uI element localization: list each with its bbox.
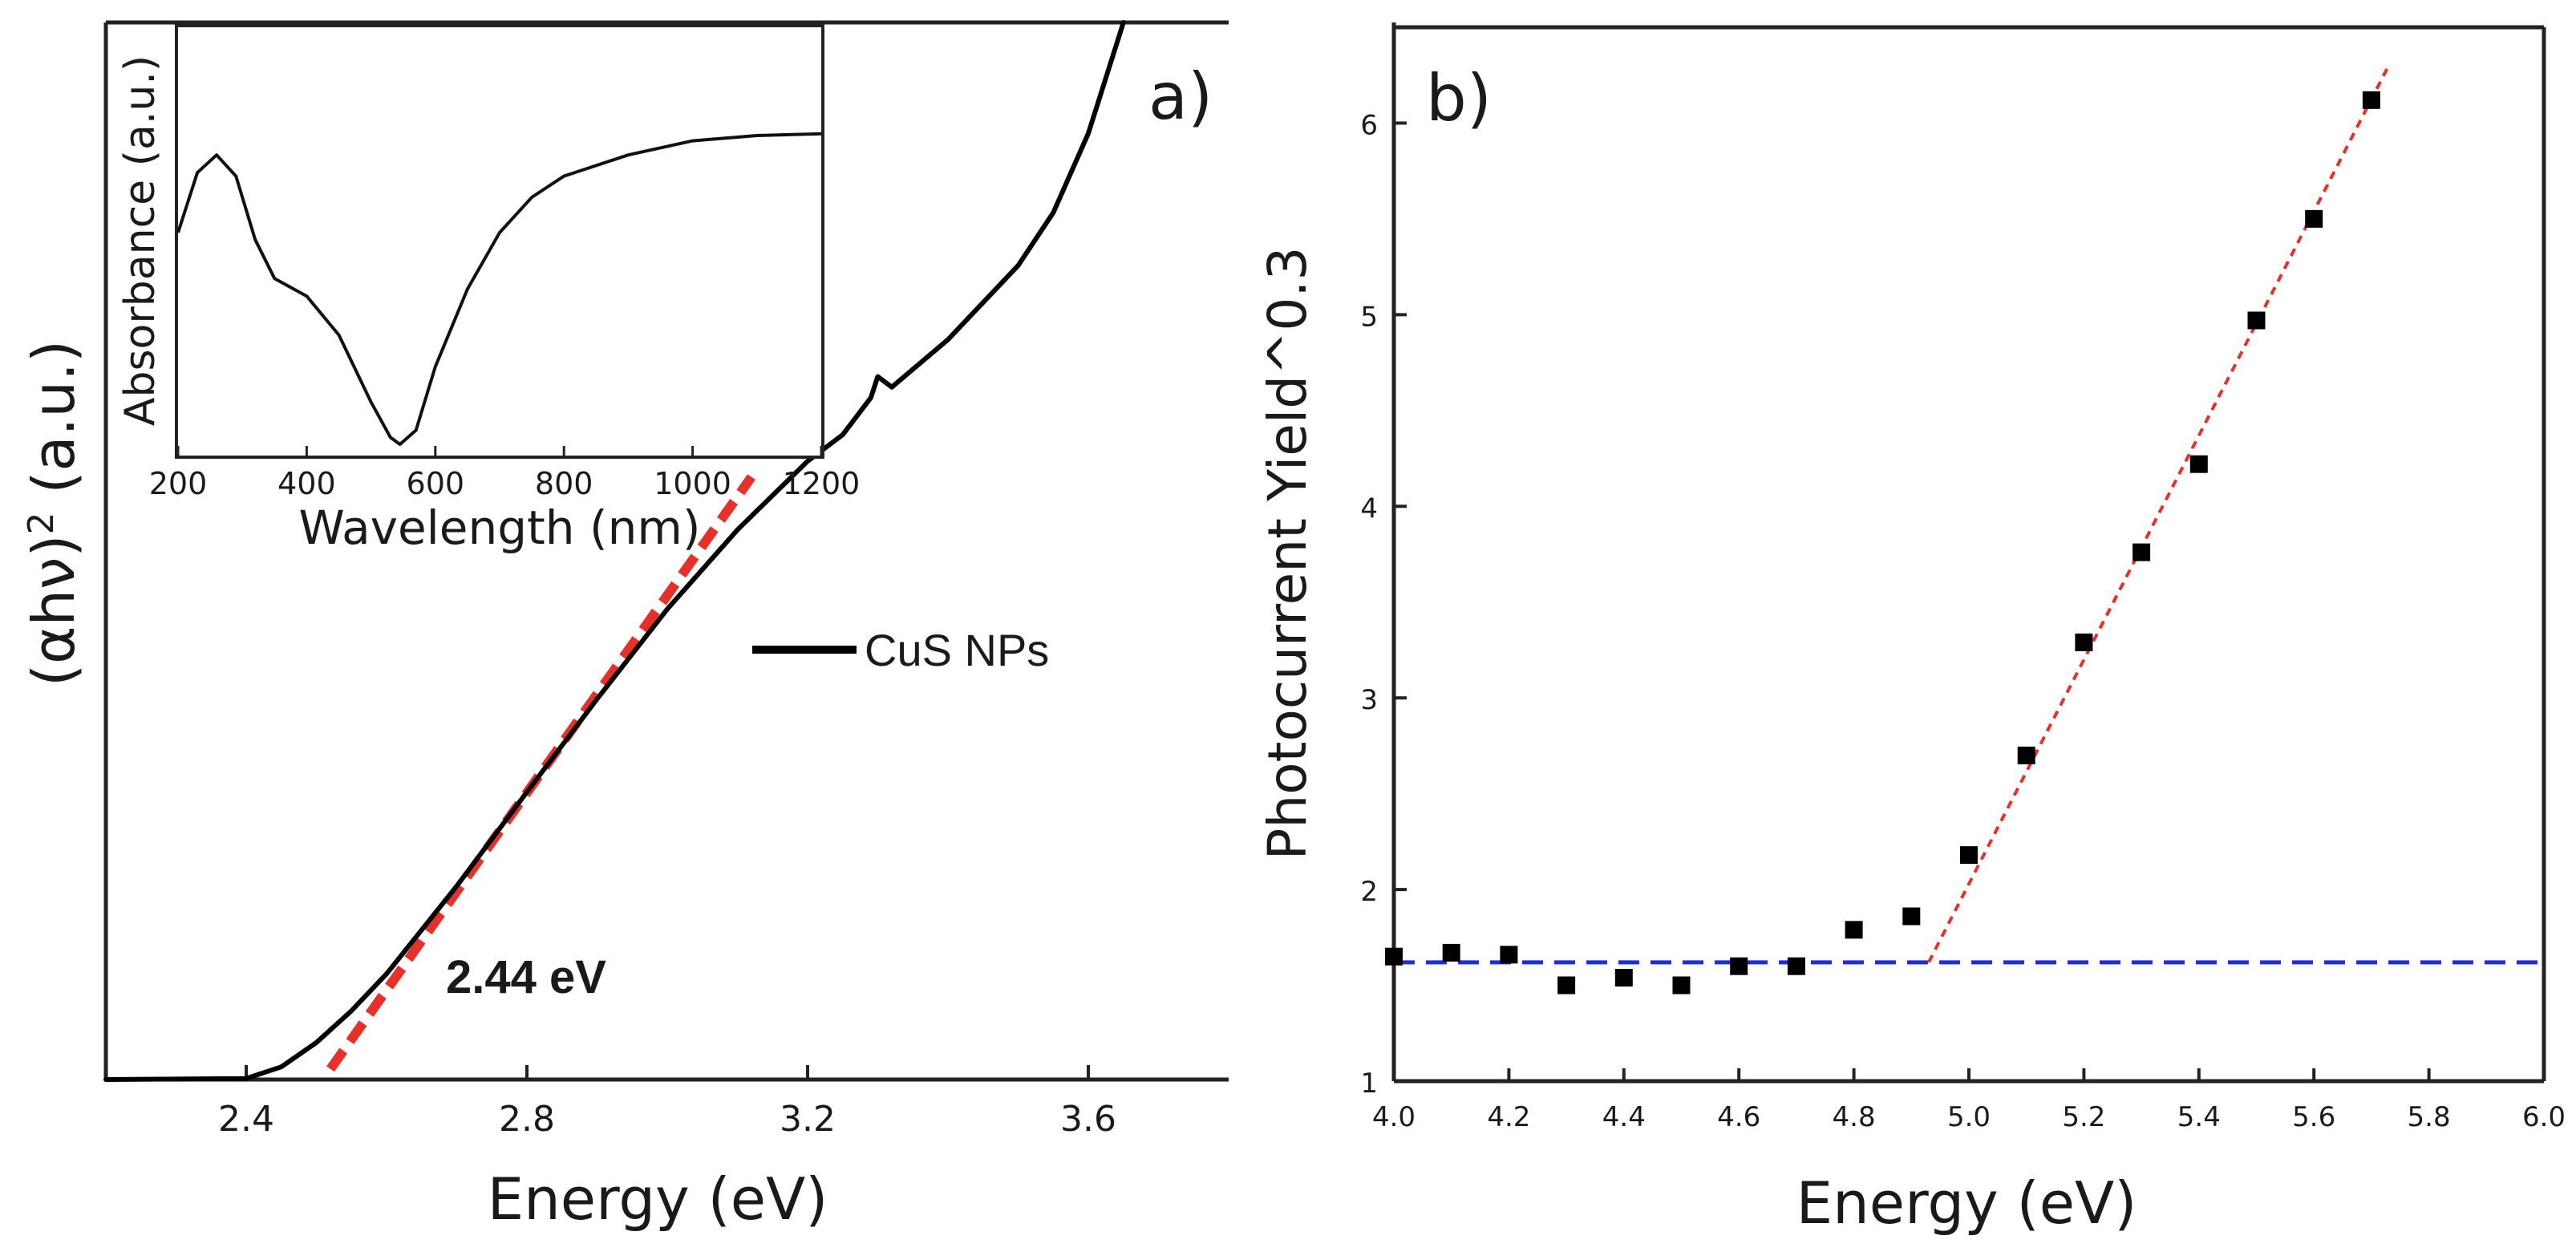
panel-b-y-axis-label: Photocurrent Yield^0.3 — [1257, 247, 1318, 861]
inset-x-tick-label: 400 — [277, 466, 336, 501]
inset-x-tick-label: 800 — [535, 466, 593, 501]
panel-b-x-tick-label: 5.4 — [2177, 1101, 2221, 1133]
panel-a-x-axis-label: Energy (eV) — [488, 1165, 828, 1233]
inset-x-tick-label: 1000 — [654, 466, 731, 501]
panel-b-y-tick-label: 5 — [1360, 301, 1378, 333]
panel-b-data-point — [2305, 209, 2323, 228]
panel-b-y-tick-label: 1 — [1360, 1068, 1378, 1100]
inset-x-tick-label: 200 — [149, 466, 208, 501]
panel-b-data-point — [1902, 907, 1921, 926]
inset-x-ticks: 200 400 600 800 1000 1200 — [149, 446, 861, 501]
panel-b-data-point — [1442, 943, 1460, 962]
bandgap-annotation: 2.44 eV — [446, 951, 606, 1003]
panel-b-x-tick-label: 4.4 — [1602, 1101, 1646, 1133]
panel-b-chart: 4.0 4.2 4.4 4.6 4.8 5.0 5.2 5.4 5.6 5.8 6.0123456 … — [1257, 22, 2566, 1237]
panel-b-data-point — [2132, 543, 2151, 561]
panel-b-x-tick-label: 5.6 — [2292, 1101, 2335, 1133]
panel-b-x-tick-label: 5.2 — [2062, 1101, 2105, 1133]
panel-b-label: b) — [1426, 61, 1492, 136]
panel-b-points — [1385, 91, 2380, 995]
legend-label-cus-nps: CuS NPs — [865, 625, 1049, 675]
panel-b-x-axis-label: Energy (eV) — [1796, 1169, 2137, 1237]
panel-b-data-point — [1787, 957, 1805, 975]
inset-series — [176, 132, 822, 446]
panel-b-data-point — [1845, 921, 1863, 939]
panel-b-x-tick-label: 4.0 — [1372, 1101, 1416, 1133]
panel-b-x-tick-label: 5.0 — [1947, 1101, 1991, 1133]
panel-a-fit-line — [326, 474, 755, 1072]
panel-b-x-tick-label: 4.2 — [1487, 1101, 1530, 1133]
panel-a-y-axis-label: (αhν)2 (a.u.) — [20, 340, 87, 687]
inset-frame — [175, 24, 824, 459]
panel-b-ticks: 4.0 4.2 4.4 4.6 4.8 5.0 5.2 5.4 5.6 5.8 6.0 1 2 3 4 5 6 — [1360, 109, 2566, 1133]
panel-a-x-ticks: 2.4 2.8 3.2 3.6 — [218, 1065, 1116, 1140]
inset-absorbance-curve — [176, 132, 822, 446]
panel-a-y-label-tail: (a.u.) — [20, 340, 87, 513]
panel-b-data-point — [1385, 947, 1403, 966]
panel-b-data-point — [1500, 946, 1518, 964]
panel-a-cus-nps-curve — [103, 20, 1126, 1082]
panel-b-data-point — [2247, 311, 2266, 330]
panel-b-y-tick-label: 6 — [1360, 109, 1378, 141]
panel-b-data-point — [1730, 957, 1748, 975]
panel-b-data-point — [1960, 846, 1978, 865]
panel-a-y-label-main: (αhν) — [20, 535, 87, 687]
inset-x-tick-label: 600 — [407, 466, 465, 501]
inset-y-axis-label: Absorbance (a.u.) — [116, 55, 164, 426]
panel-b-data-point — [1557, 976, 1576, 995]
panel-b-data-point — [2075, 633, 2093, 651]
panel-b-x-tick-label: 4.8 — [1833, 1101, 1876, 1133]
panel-a-y-label-sup: 2 — [21, 513, 62, 535]
panel-b-x-tick-label: 4.6 — [1717, 1101, 1760, 1133]
panel-a-chart: 2.4 2.8 3.2 3.6 200 400 600 800 1000 1200 Wavele… — [20, 20, 1229, 1233]
panel-a-x-tick-label: 3.6 — [1060, 1099, 1116, 1140]
inset-x-axis-label: Wavelength (nm) — [298, 500, 700, 555]
panel-b-y-tick-label: 4 — [1360, 492, 1378, 525]
panel-b-data-point — [2017, 746, 2035, 764]
panel-a-inset: 200 400 600 800 1000 1200 Wavelength (nm) Abs… — [116, 24, 861, 555]
panel-a-x-tick-label: 2.8 — [499, 1099, 555, 1140]
inset-x-tick-label: 1200 — [783, 466, 861, 501]
panel-b-x-tick-label: 6.0 — [2522, 1101, 2566, 1133]
panel-a-label: a) — [1148, 59, 1213, 134]
panel-b-x-tick-label: 5.8 — [2408, 1101, 2451, 1133]
panel-b-data-point — [1672, 976, 1691, 995]
panel-b-y-tick-label: 3 — [1360, 684, 1378, 716]
panel-a-x-tick-label: 2.4 — [218, 1099, 274, 1140]
panel-a-x-tick-label: 3.2 — [780, 1099, 836, 1140]
panel-b-data-point — [2189, 455, 2208, 473]
panel-b-y-tick-label: 2 — [1360, 876, 1378, 908]
panel-b-data-point — [2362, 91, 2380, 109]
panel-b-data-point — [1614, 969, 1633, 987]
panel-a-series — [103, 20, 1126, 1082]
